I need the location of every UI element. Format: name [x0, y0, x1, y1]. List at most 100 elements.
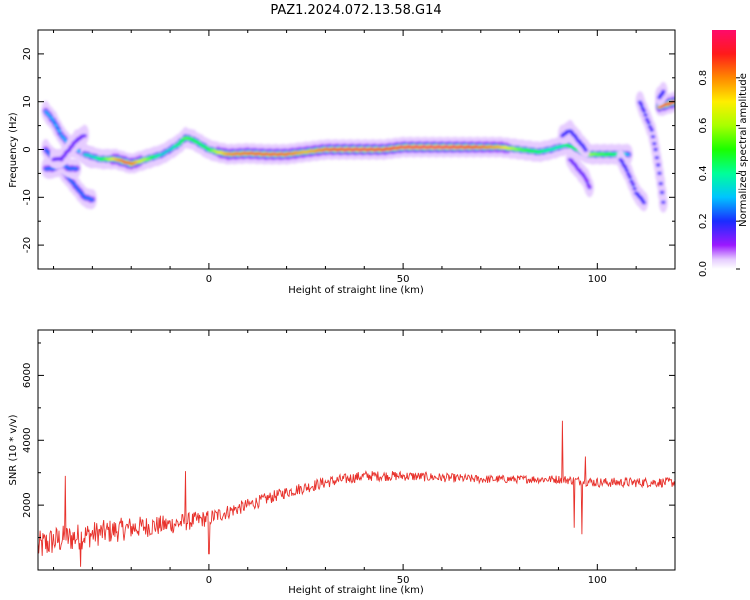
colorbar-tick-label: 0.2 — [698, 213, 709, 229]
colorbar-tick-label: 0.0 — [698, 261, 709, 277]
spectral-track-3 — [49, 124, 89, 170]
spectral-blob — [587, 187, 592, 190]
colorbar-label: Normalized spectral amplitude — [738, 73, 749, 227]
spectral-blob — [71, 143, 76, 146]
snr-xtick-label: 100 — [588, 575, 607, 586]
spectral-blob — [177, 142, 182, 146]
snr-y-axis-label: SNR (10 * v/v) — [8, 414, 19, 485]
spectral-blob — [582, 145, 586, 148]
spectral-track-6 — [565, 148, 594, 198]
spectral-blob — [646, 122, 651, 125]
spectral-blob — [59, 134, 64, 137]
spectral-blob — [68, 147, 73, 150]
snr-xtick-label: 0 — [206, 575, 212, 586]
spectral-track-5 — [558, 119, 591, 159]
spectral-track-7 — [616, 148, 649, 212]
spectral-blob — [618, 158, 623, 161]
colorbar: 0.0 0.2 0.4 0.6 0.8 Normalized spectral ampl… — [698, 30, 749, 277]
spectrogram-axes: 0 50 100 -20 -10 0 10 20 — [22, 29, 676, 285]
snr-ytick-label: 6000 — [22, 363, 33, 388]
spectral-blob — [621, 163, 626, 166]
spectral-blob — [640, 198, 645, 201]
spectral-blob — [625, 168, 629, 171]
spectral-blob — [656, 164, 660, 167]
spectral-blob — [657, 171, 662, 174]
spectral-blob — [81, 193, 85, 196]
spectral-blob — [134, 161, 138, 164]
spectral-blob — [64, 152, 68, 155]
spectrogram-ytick-label: -20 — [22, 237, 33, 253]
spectral-blob — [65, 165, 70, 169]
spectral-blob — [626, 172, 631, 175]
spectral-blob — [79, 136, 84, 139]
spectral-blob — [623, 166, 628, 170]
spectral-blob — [638, 100, 642, 103]
colorbar-tick-label: 0.8 — [698, 70, 709, 86]
colorbar-ticks: 0.0 0.2 0.4 0.6 0.8 — [698, 70, 740, 277]
spectral-blob — [626, 153, 631, 157]
colorbar-gradient — [712, 30, 736, 269]
spectral-blob — [620, 161, 624, 164]
spectral-blob — [661, 91, 666, 94]
spectral-blob — [76, 138, 81, 141]
spectrogram-ytick-label: 20 — [22, 48, 33, 61]
spectral-blob — [141, 159, 146, 162]
spectral-blob — [576, 167, 580, 170]
spectral-blob — [661, 200, 666, 203]
colorbar-tick-label: 0.6 — [698, 118, 709, 134]
spectral-blob — [172, 145, 177, 149]
spectral-blob — [655, 156, 659, 159]
spectral-blob — [652, 142, 657, 145]
spectral-blob — [628, 176, 632, 179]
spectral-blob — [645, 117, 649, 120]
spectral-blob — [50, 117, 54, 120]
snr-plot-area — [38, 330, 675, 570]
spectral-blob — [70, 180, 74, 183]
spectral-blob — [58, 130, 62, 133]
snr-frame — [37, 329, 676, 571]
spectral-blob — [579, 142, 583, 145]
spectral-blob — [574, 136, 579, 139]
spectral-blob — [138, 160, 143, 163]
spectral-blob — [75, 186, 79, 189]
spectral-blob — [576, 138, 580, 141]
spectral-blob — [637, 194, 642, 198]
spectral-blob — [649, 129, 654, 132]
spectral-blob — [642, 110, 646, 113]
spectrogram-ytick-label: 10 — [22, 95, 33, 108]
spectral-blob — [149, 156, 154, 160]
spectral-blob — [61, 156, 65, 159]
spectral-blob — [197, 142, 202, 145]
spectral-track-10 — [655, 82, 668, 106]
spectrogram-ytick-label: -10 — [22, 189, 33, 205]
spectral-blob — [51, 119, 56, 122]
spectral-blob — [571, 132, 575, 135]
spectrogram-y-axis-label: Frequency (Hz) — [8, 112, 19, 188]
spectral-blob — [194, 140, 199, 143]
spectral-blob — [565, 131, 569, 134]
spectral-blob — [582, 174, 586, 177]
snr-panel: 0 50 100 2000 4000 6000 Height of straight li… — [8, 329, 676, 596]
spectrogram-xtick-label: 50 — [397, 274, 410, 285]
snr-xtick-label: 50 — [397, 575, 410, 586]
spectral-blob — [90, 198, 95, 201]
spectral-blob — [653, 149, 658, 152]
spectral-blob — [651, 135, 655, 138]
spectral-blob — [568, 158, 572, 161]
spectral-blob — [180, 139, 185, 142]
spectral-blob — [169, 148, 174, 151]
spectral-blob — [648, 125, 652, 128]
spectral-blob — [585, 181, 589, 184]
spectral-blob — [73, 184, 78, 187]
snr-ytick-label: 2000 — [22, 492, 33, 517]
spectral-blob — [131, 163, 135, 166]
spectral-blob — [54, 125, 59, 128]
colorbar-tick-label: 0.4 — [698, 165, 709, 181]
snr-axes: 0 50 100 2000 4000 6000 — [22, 330, 676, 586]
spectral-track-8 — [635, 91, 668, 213]
spectrogram-xtick-label: 100 — [588, 274, 607, 285]
spectrogram-panel: 0 50 100 -20 -10 0 10 20 Height of straight lin… — [8, 29, 676, 296]
spectral-blob — [191, 138, 196, 141]
spectral-blob — [82, 134, 87, 137]
